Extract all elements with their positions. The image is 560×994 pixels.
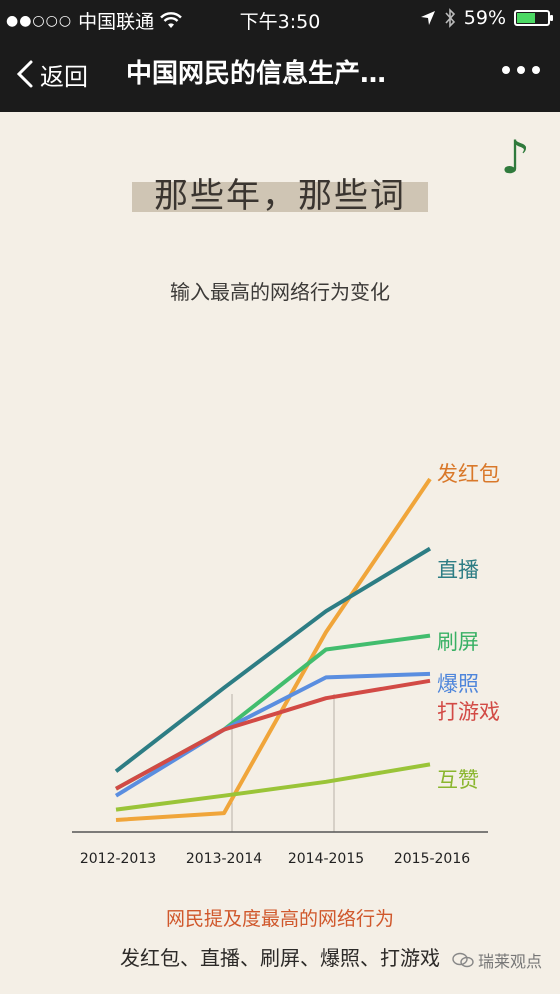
back-label: 返回 <box>40 62 88 91</box>
headline-highlight <box>132 182 428 212</box>
back-button[interactable]: 返回 <box>14 54 88 94</box>
footer-list: 发红包、直播、刷屏、爆照、打游戏 <box>120 946 440 970</box>
more-icon[interactable] <box>502 66 540 74</box>
x-tick-label: 2014-2015 <box>288 851 364 867</box>
chat-bubble-icon <box>452 952 474 968</box>
x-tick-label: 2013-2014 <box>186 851 262 867</box>
article-content: ♪ 那些年，那些词 输入最高的网络行为变化 2012-2013 2013-2014… <box>0 112 560 994</box>
watermark: 瑞莱观点 <box>451 948 542 972</box>
x-tick-label: 2015-2016 <box>394 851 470 867</box>
series-line-直播 <box>114 546 432 773</box>
series-label: 直播 <box>437 558 479 582</box>
series-line-打游戏 <box>115 678 431 791</box>
status-time: 下午3:50 <box>239 11 321 33</box>
series-line-发红包 <box>115 477 432 822</box>
battery-icon <box>514 10 553 26</box>
wifi-icon <box>160 11 182 28</box>
carrier-name: 中国联通 <box>78 11 155 33</box>
article-headline: 那些年，那些词 <box>154 176 406 216</box>
series-line-互赞 <box>115 762 431 812</box>
series-label: 爆照 <box>437 672 479 696</box>
bluetooth-icon <box>445 8 455 28</box>
series-line-爆照 <box>114 671 431 798</box>
x-tick-label: 2012-2013 <box>80 851 156 867</box>
series-label: 互赞 <box>437 768 479 792</box>
series-label: 打游戏 <box>437 700 500 724</box>
footer-title: 网民提及度最高的网络行为 <box>165 908 394 930</box>
status-bar: ●●○○○ 中国联通 下午3:50 59% <box>0 0 560 36</box>
page-title: 中国网民的信息生产… <box>126 59 387 89</box>
nav-bar: 返回 中国网民的信息生产… <box>0 36 560 112</box>
series-label: 发红包 <box>437 462 500 486</box>
signal-dots-icon: ●●○○○ <box>6 12 73 29</box>
chart-title: 输入最高的网络行为变化 <box>170 280 390 304</box>
watermark-text: 瑞莱观点 <box>477 952 542 971</box>
music-note-icon[interactable]: ♪ <box>500 130 530 184</box>
location-arrow-icon <box>420 11 435 25</box>
line-chart: 2012-2013 2013-2014 2014-2015 2015-2016 发红包直… <box>72 462 500 867</box>
chevron-left-icon <box>16 60 33 88</box>
series-label: 刷屏 <box>437 630 479 654</box>
battery-percent: 59% <box>463 7 506 29</box>
